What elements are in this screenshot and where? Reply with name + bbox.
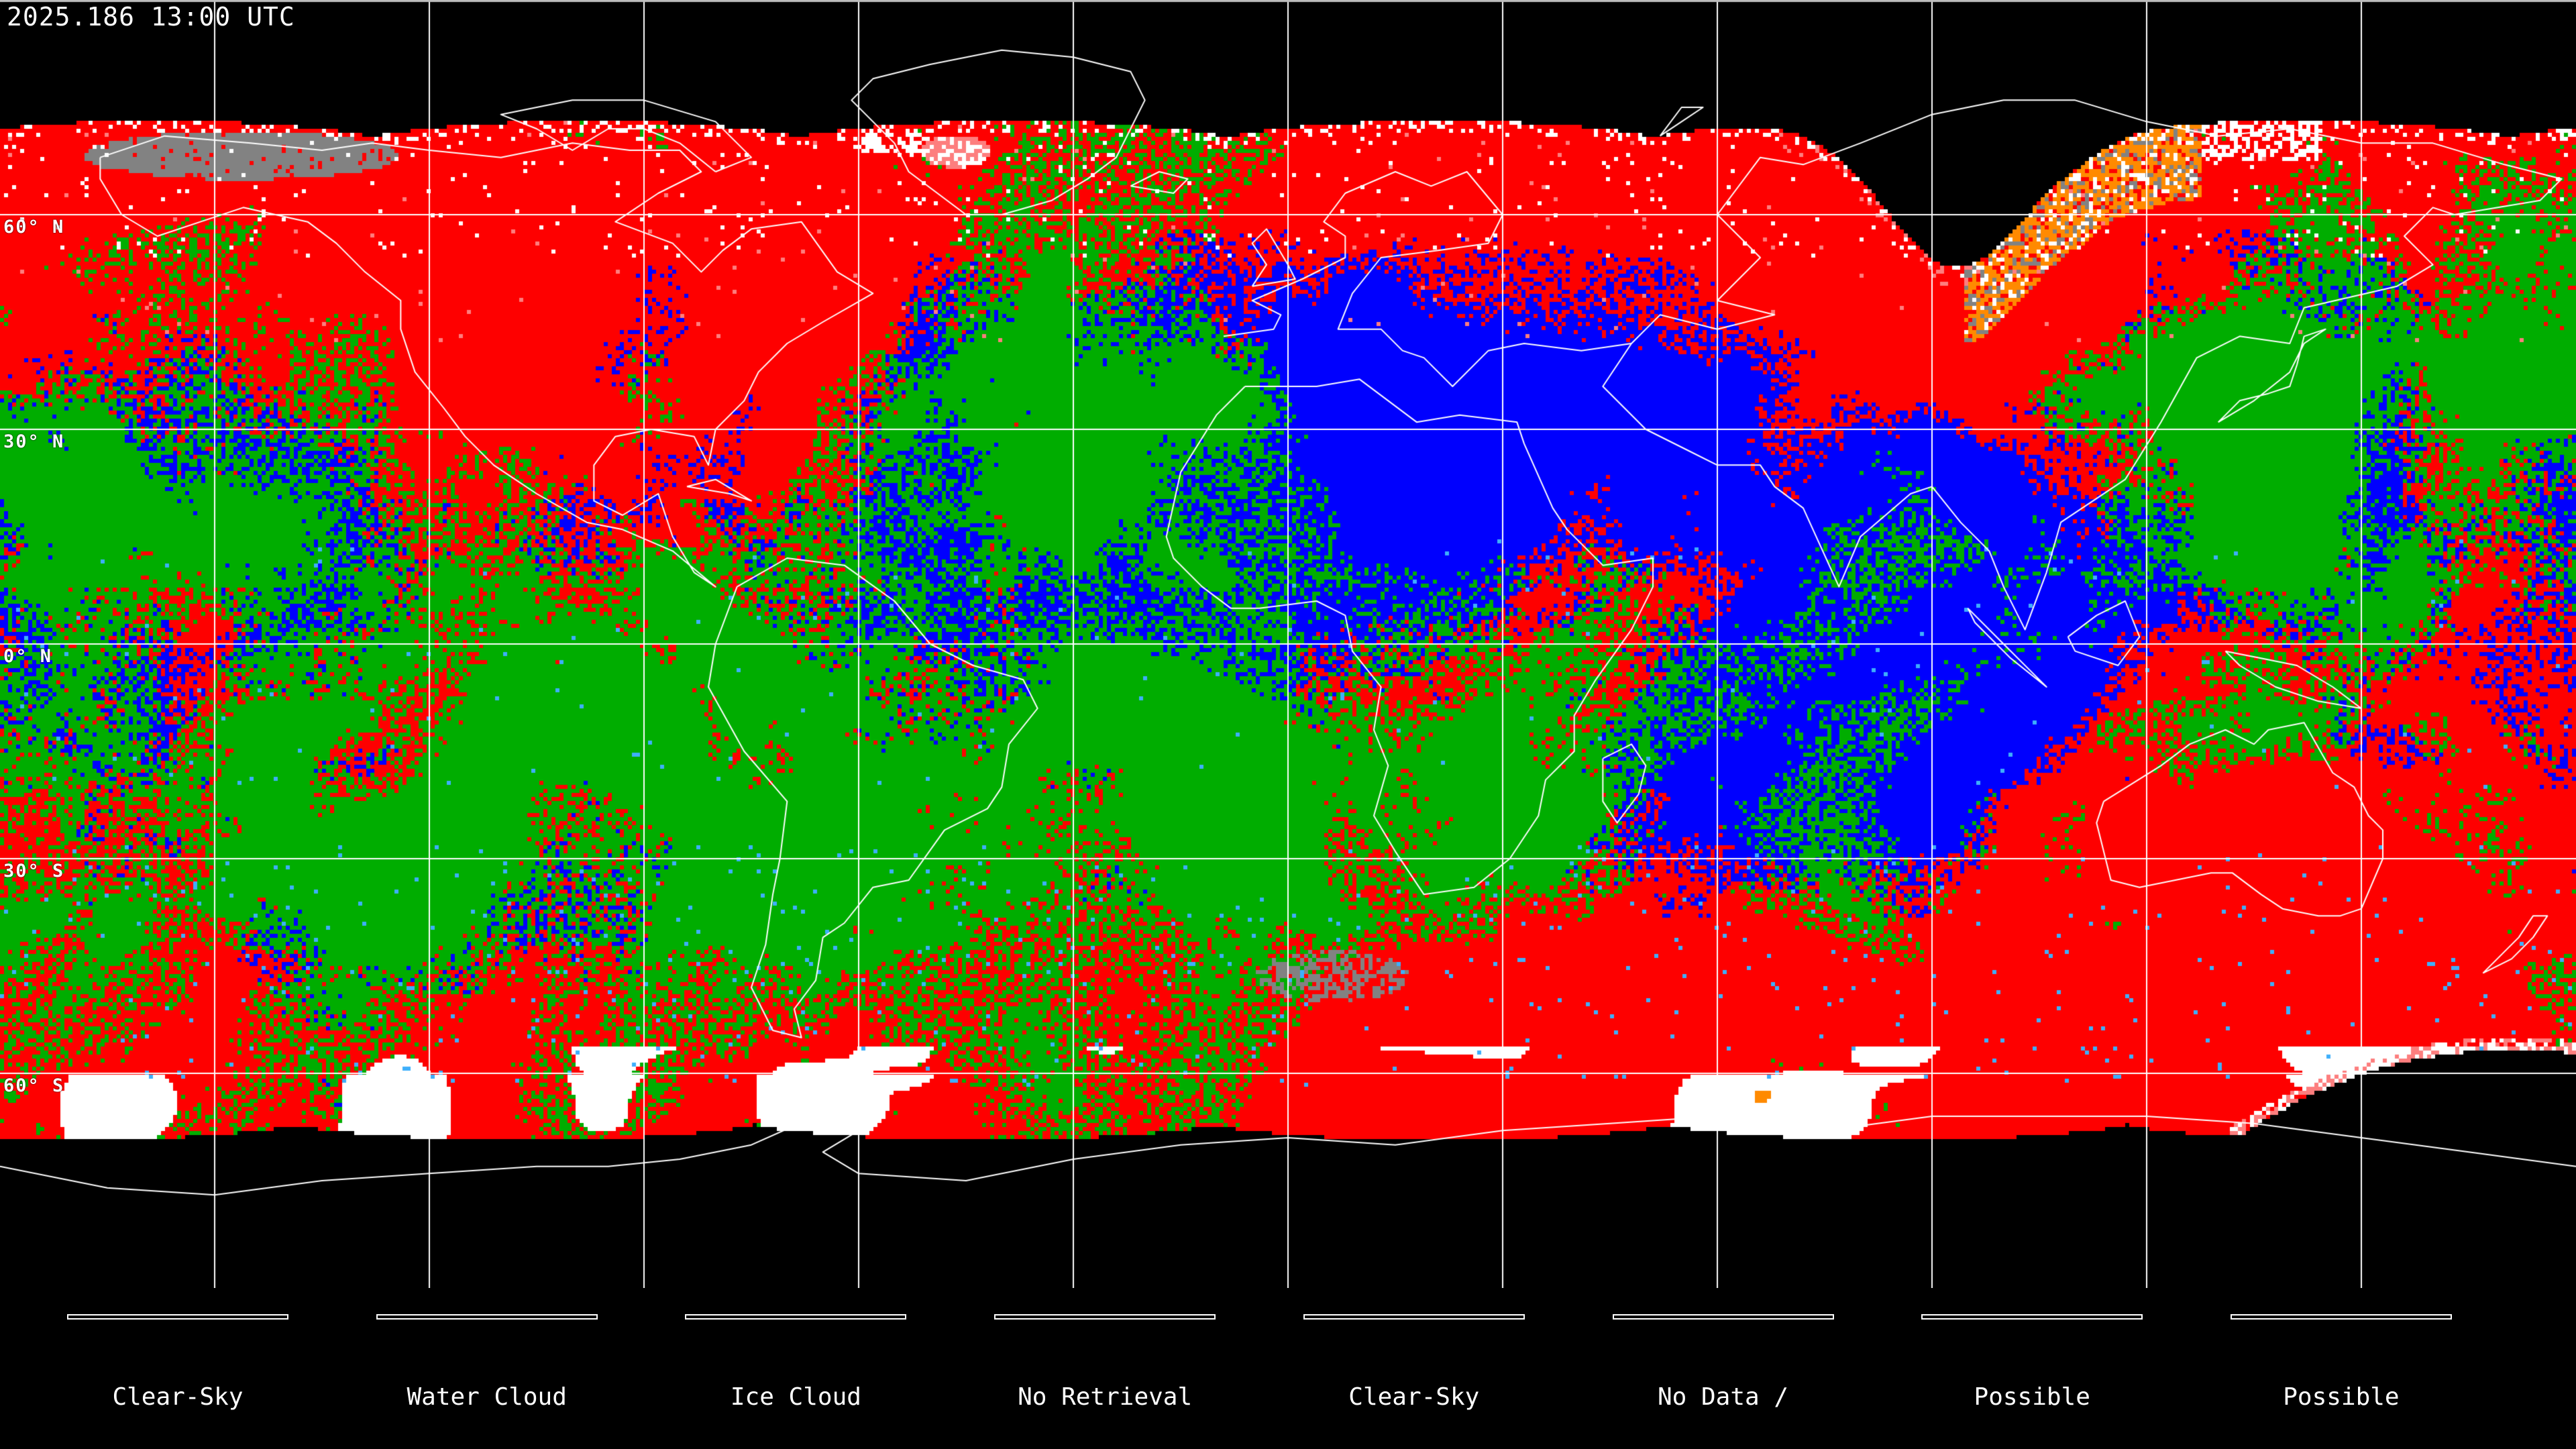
legend-item-no-data-bad-input: No Data / Bad Input bbox=[1609, 1288, 1837, 1449]
legend-label: Water Cloud bbox=[407, 1324, 566, 1449]
legend-label: Possible Water Cloud bbox=[1952, 1324, 2112, 1449]
legend-label-line: Ice Cloud bbox=[730, 1383, 861, 1411]
legend-swatch bbox=[2230, 1314, 2452, 1320]
legend-label-line: No Data / bbox=[1657, 1383, 1789, 1411]
legend-label: Clear-Sky Snow/Ice bbox=[112, 1324, 243, 1449]
cloud-phase-map-canvas bbox=[0, 0, 2576, 1288]
legend-label-line: Clear-Sky bbox=[1348, 1383, 1480, 1411]
legend-label: No Data / Bad Input bbox=[1658, 1324, 1788, 1449]
legend-swatch bbox=[685, 1314, 907, 1320]
legend-swatch bbox=[1921, 1314, 2143, 1320]
legend-label-line: Possible bbox=[1974, 1383, 2090, 1411]
legend: Clear-Sky Snow/Ice Water Cloud Ice Cloud… bbox=[0, 1288, 2576, 1449]
legend-item-clear-sky-land-water: Clear-Sky Land/Water bbox=[1300, 1288, 1528, 1449]
legend-label: Ice Cloud bbox=[731, 1324, 861, 1449]
timestamp: 2025.186 13:00 UTC bbox=[7, 2, 295, 32]
legend-label: Possible Ice Cloud bbox=[2275, 1324, 2406, 1449]
legend-label-line: Water Cloud bbox=[407, 1383, 567, 1411]
latitude-label-30s: 30° S bbox=[3, 861, 65, 881]
legend-label-line: Clear-Sky bbox=[112, 1383, 244, 1411]
legend-item-ice-cloud: Ice Cloud bbox=[682, 1288, 910, 1449]
legend-item-possible-ice-cloud: Possible Ice Cloud bbox=[2227, 1288, 2455, 1449]
latitude-label-60n: 60° N bbox=[3, 217, 65, 237]
latitude-label-30n: 30° N bbox=[3, 431, 65, 452]
legend-label: No Retrieval bbox=[1018, 1324, 1192, 1449]
legend-swatch bbox=[67, 1314, 288, 1320]
legend-label-line: Possible bbox=[2283, 1383, 2400, 1411]
legend-swatch bbox=[1612, 1314, 1834, 1320]
latitude-label-0n: 0° N bbox=[3, 646, 53, 667]
legend-swatch bbox=[994, 1314, 1216, 1320]
legend-item-water-cloud: Water Cloud bbox=[373, 1288, 601, 1449]
legend-item-possible-water-cloud: Possible Water Cloud bbox=[1918, 1288, 2146, 1449]
legend-item-clear-sky-snow-ice: Clear-Sky Snow/Ice bbox=[64, 1288, 292, 1449]
legend-swatch bbox=[1303, 1314, 1525, 1320]
legend-label: Clear-Sky Land/Water bbox=[1341, 1324, 1487, 1449]
latitude-label-60s: 60° S bbox=[3, 1075, 65, 1096]
legend-label-line: No Retrieval bbox=[1018, 1383, 1193, 1411]
legend-item-no-retrieval: No Retrieval bbox=[991, 1288, 1219, 1449]
legend-swatch bbox=[376, 1314, 598, 1320]
